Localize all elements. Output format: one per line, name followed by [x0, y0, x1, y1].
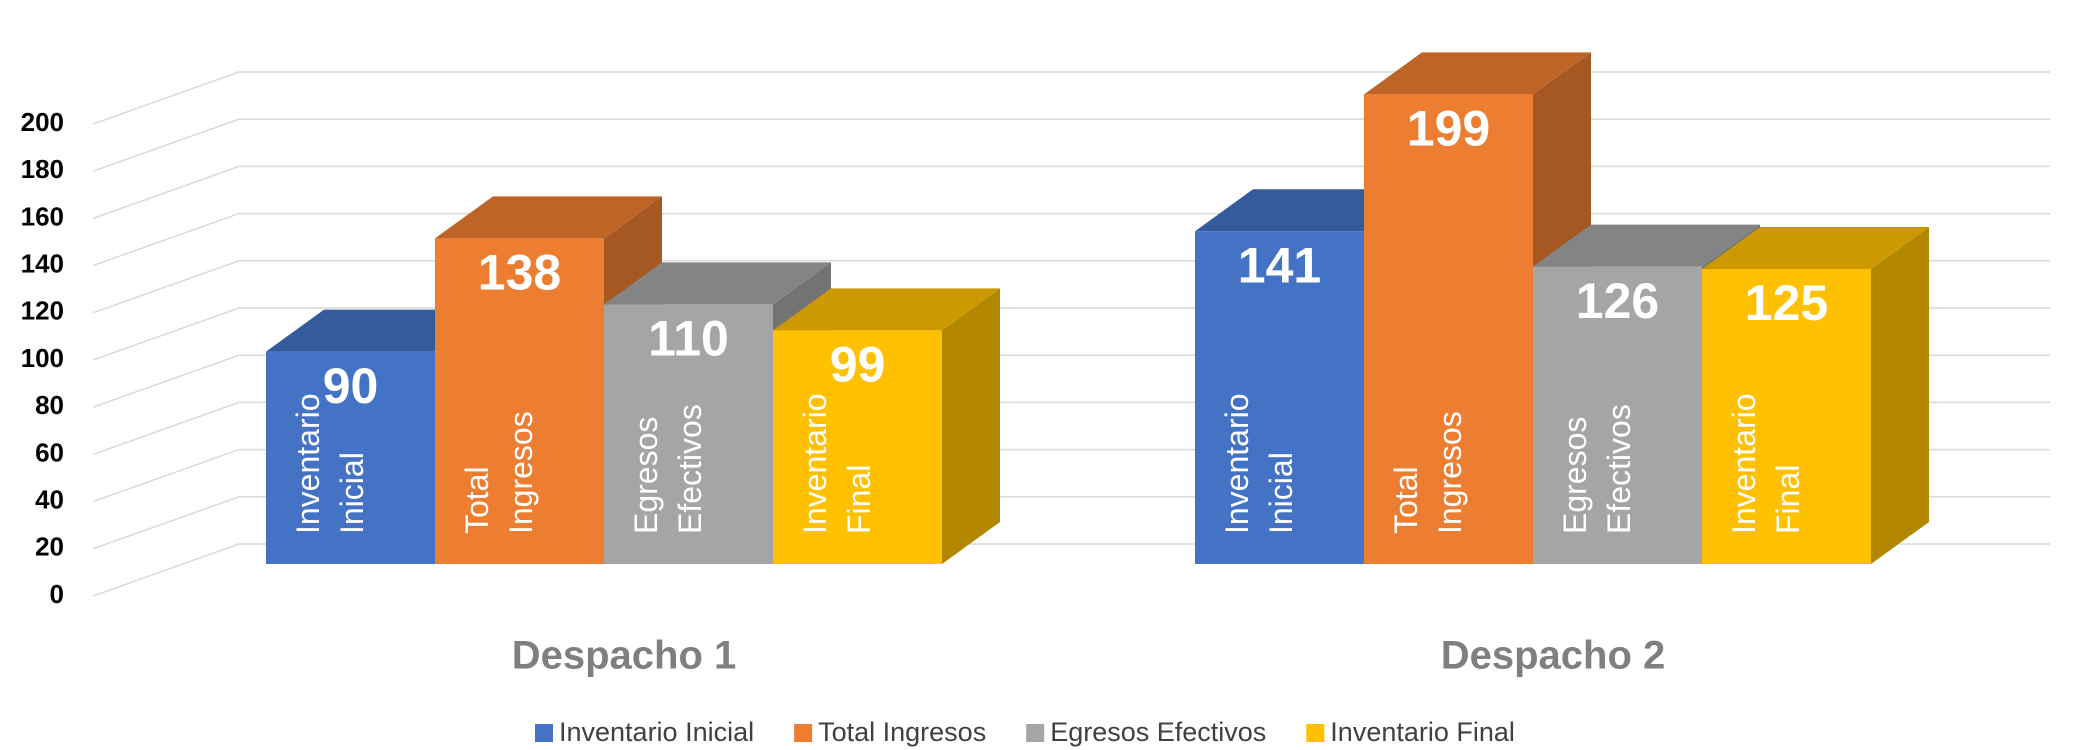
value-label: 199 [1407, 101, 1490, 157]
y-tick-label: 200 [21, 107, 64, 137]
y-tick-label: 60 [35, 437, 64, 467]
x-tick-label: Despacho 2 [1441, 634, 1666, 678]
legend-label: Egresos Efectivos [1050, 717, 1266, 747]
legend-swatch [535, 724, 553, 742]
legend-swatch [794, 724, 812, 742]
value-label: 99 [830, 337, 886, 393]
legend-label: Inventario Inicial [559, 717, 754, 747]
x-tick-label: Despacho 1 [512, 634, 737, 678]
legend-swatch [1026, 724, 1044, 742]
bar-side [1871, 227, 1929, 564]
legend-label: Total Ingresos [818, 717, 986, 747]
bar-side [942, 288, 1000, 564]
grid-line [93, 166, 2050, 218]
y-tick-label: 0 [50, 579, 64, 609]
y-tick-label: 20 [35, 532, 64, 562]
y-tick-label: 160 [21, 201, 64, 231]
grid-line [93, 72, 2050, 124]
y-tick-label: 80 [35, 390, 64, 420]
legend-swatch [1306, 724, 1324, 742]
value-label: 138 [478, 245, 561, 301]
value-label: 126 [1576, 273, 1659, 329]
legend: Inventario Inicial Total Ingresos Egresos … [535, 717, 1515, 747]
y-tick-label: 120 [21, 296, 64, 326]
y-tick-label: 140 [21, 248, 64, 278]
value-label: 125 [1745, 275, 1828, 331]
chart: 020406080100120140160180200InventarioIni… [0, 0, 2083, 750]
value-label: 141 [1238, 237, 1321, 293]
legend-label: Inventario Final [1330, 717, 1515, 747]
value-label: 110 [648, 311, 729, 367]
grid-line [93, 119, 2050, 171]
y-tick-label: 40 [35, 484, 64, 514]
value-label: 90 [323, 358, 379, 414]
y-tick-label: 100 [21, 343, 64, 373]
y-tick-label: 180 [21, 154, 64, 184]
